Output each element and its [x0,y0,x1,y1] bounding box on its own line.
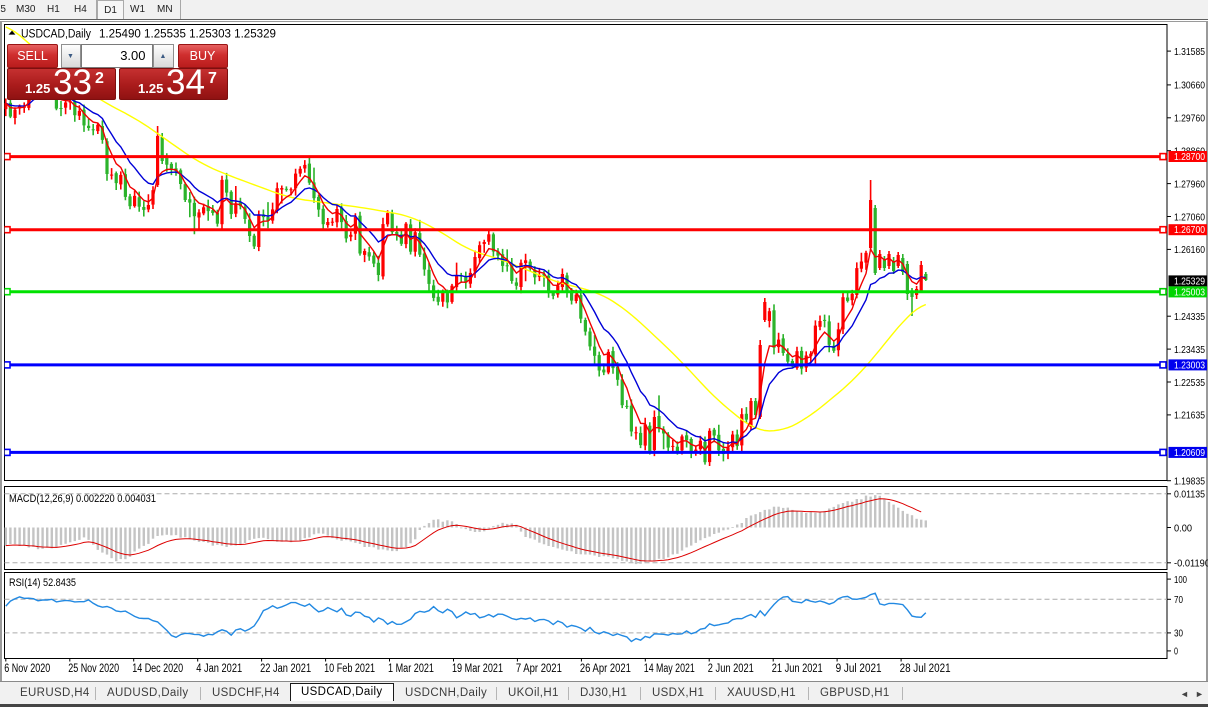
svg-text:1.28700: 1.28700 [1174,151,1205,163]
svg-text:21 Jun 2021: 21 Jun 2021 [772,663,823,675]
svg-text:6 Nov 2020: 6 Nov 2020 [4,663,50,675]
svg-text:1.26700: 1.26700 [1174,224,1205,236]
svg-text:1.30660: 1.30660 [1174,80,1205,92]
svg-text:1.25329: 1.25329 [1174,275,1205,287]
svg-text:0.01135: 0.01135 [1174,489,1205,501]
svg-text:0: 0 [1174,646,1178,658]
svg-text:1.23435: 1.23435 [1174,344,1205,356]
svg-text:1.27060: 1.27060 [1174,211,1205,223]
svg-text:1.25003: 1.25003 [1174,286,1205,298]
svg-text:100: 100 [1174,574,1187,586]
svg-text:RSI(14) 52.8435: RSI(14) 52.8435 [9,577,76,589]
svg-text:9 Jul 2021: 9 Jul 2021 [836,663,882,675]
svg-text:70: 70 [1174,594,1183,606]
svg-text:1.22535: 1.22535 [1174,377,1205,389]
svg-text:22 Jan 2021: 22 Jan 2021 [260,663,311,675]
svg-text:30: 30 [1174,628,1183,640]
svg-text:28 Jul 2021: 28 Jul 2021 [900,663,951,675]
svg-text:MACD(12,26,9) 0.002220 0.00403: MACD(12,26,9) 0.002220 0.004031 [9,493,156,505]
svg-text:10 Feb 2021: 10 Feb 2021 [324,663,375,675]
svg-text:1.19835: 1.19835 [1174,476,1205,488]
svg-text:4 Jan 2021: 4 Jan 2021 [196,663,242,675]
svg-text:2 Jun 2021: 2 Jun 2021 [708,663,754,675]
svg-text:1.25490 1.25535 1.25303 1.2532: 1.25490 1.25535 1.25303 1.25329 [99,29,276,41]
svg-text:1.24335: 1.24335 [1174,311,1205,323]
svg-text:19 Mar 2021: 19 Mar 2021 [452,663,503,675]
svg-text:25 Nov 2020: 25 Nov 2020 [68,663,119,675]
svg-text:1.31585: 1.31585 [1174,46,1205,58]
svg-text:USDCAD,Daily: USDCAD,Daily [21,29,91,41]
svg-text:1 Mar 2021: 1 Mar 2021 [388,663,434,675]
svg-text:-0.01190: -0.01190 [1174,558,1208,570]
svg-text:1.21635: 1.21635 [1174,410,1205,422]
svg-text:26 Apr 2021: 26 Apr 2021 [580,663,631,675]
svg-text:7 Apr 2021: 7 Apr 2021 [516,663,562,675]
svg-text:1.20609: 1.20609 [1174,447,1205,459]
svg-text:1.26160: 1.26160 [1174,244,1205,256]
svg-text:0.00: 0.00 [1174,522,1192,534]
svg-text:1.29760: 1.29760 [1174,113,1205,125]
svg-text:1.27960: 1.27960 [1174,178,1205,190]
svg-text:14 May 2021: 14 May 2021 [644,663,695,675]
svg-text:1.23003: 1.23003 [1174,359,1205,371]
svg-text:14 Dec 2020: 14 Dec 2020 [132,663,183,675]
